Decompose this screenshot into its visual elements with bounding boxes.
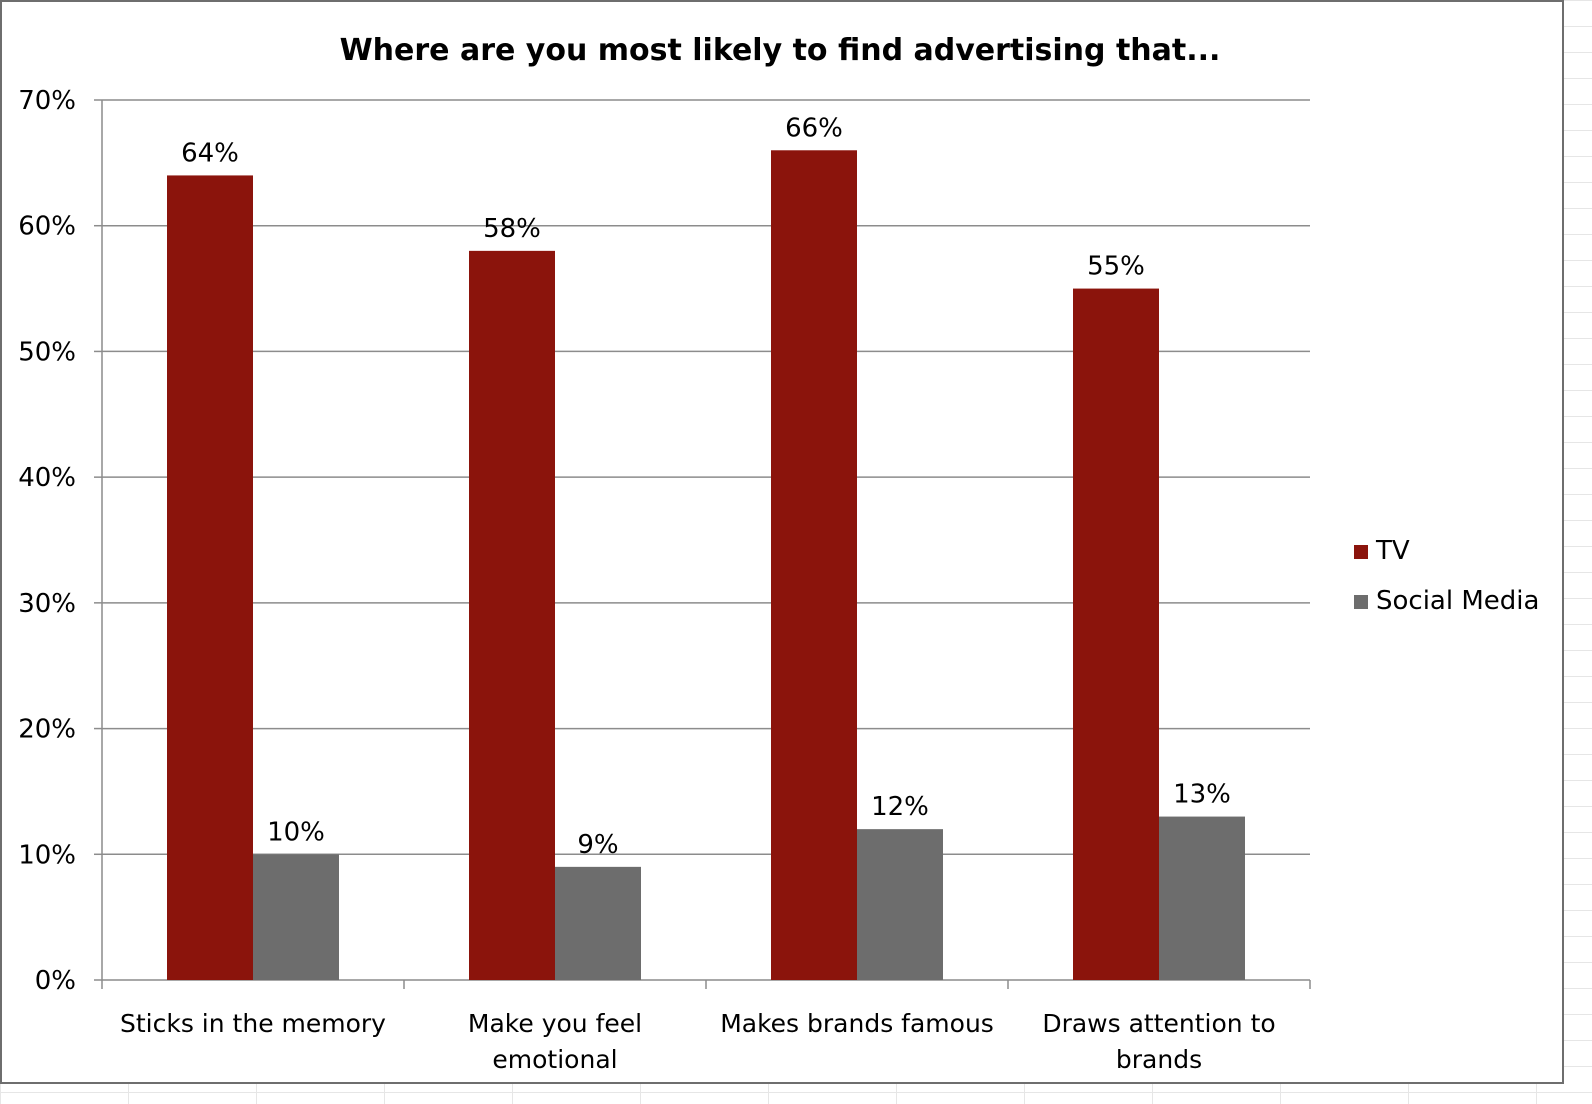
legend: TV Social Media	[1354, 536, 1539, 616]
bar-social-media	[1159, 816, 1245, 980]
bar-social-media	[555, 866, 641, 980]
chart-title: Where are you most likely to find advert…	[340, 33, 1221, 68]
y-tick-label: 60%	[18, 212, 76, 242]
legend-label: Social Media	[1376, 586, 1539, 616]
x-category-label: Sticks in the memory	[120, 1009, 386, 1038]
data-label: 9%	[577, 830, 618, 860]
data-label: 10%	[267, 817, 325, 847]
bar-chart: Where are you most likely to find advert…	[18, 33, 1539, 1074]
x-category-label: Make you feel	[468, 1009, 642, 1038]
data-label: 64%	[181, 138, 239, 168]
y-tick-label: 30%	[18, 589, 76, 619]
legend-label: TV	[1375, 536, 1410, 566]
y-tick-label: 0%	[35, 966, 76, 996]
bar-tv	[771, 150, 857, 981]
data-label: 58%	[483, 214, 541, 244]
bar-tv	[167, 175, 253, 980]
x-category-label: emotional	[492, 1045, 617, 1074]
y-tick-label: 10%	[18, 840, 76, 870]
data-labels: 64% 10% 58% 9% 66% 12% 55% 13%	[181, 113, 1231, 860]
x-category-label: Makes brands famous	[720, 1009, 994, 1038]
legend-swatch	[1354, 595, 1368, 609]
data-label: 66%	[785, 113, 843, 143]
data-label: 12%	[871, 792, 929, 822]
y-tick-label: 40%	[18, 463, 76, 493]
bar-social-media	[253, 854, 339, 980]
chart-frame: Where are you most likely to find advert…	[0, 0, 1564, 1084]
bar-social-media	[857, 829, 943, 980]
x-category-label: brands	[1116, 1045, 1202, 1074]
data-label: 13%	[1173, 780, 1231, 810]
bars	[167, 150, 1245, 981]
x-category-label: Draws attention to	[1042, 1009, 1275, 1038]
y-tick-label: 70%	[18, 86, 76, 116]
y-tick-label: 50%	[18, 337, 76, 367]
data-label: 55%	[1087, 252, 1145, 282]
legend-swatch	[1354, 545, 1368, 559]
bar-tv	[469, 250, 555, 980]
bar-tv	[1073, 288, 1159, 981]
y-tick-label: 20%	[18, 715, 76, 745]
